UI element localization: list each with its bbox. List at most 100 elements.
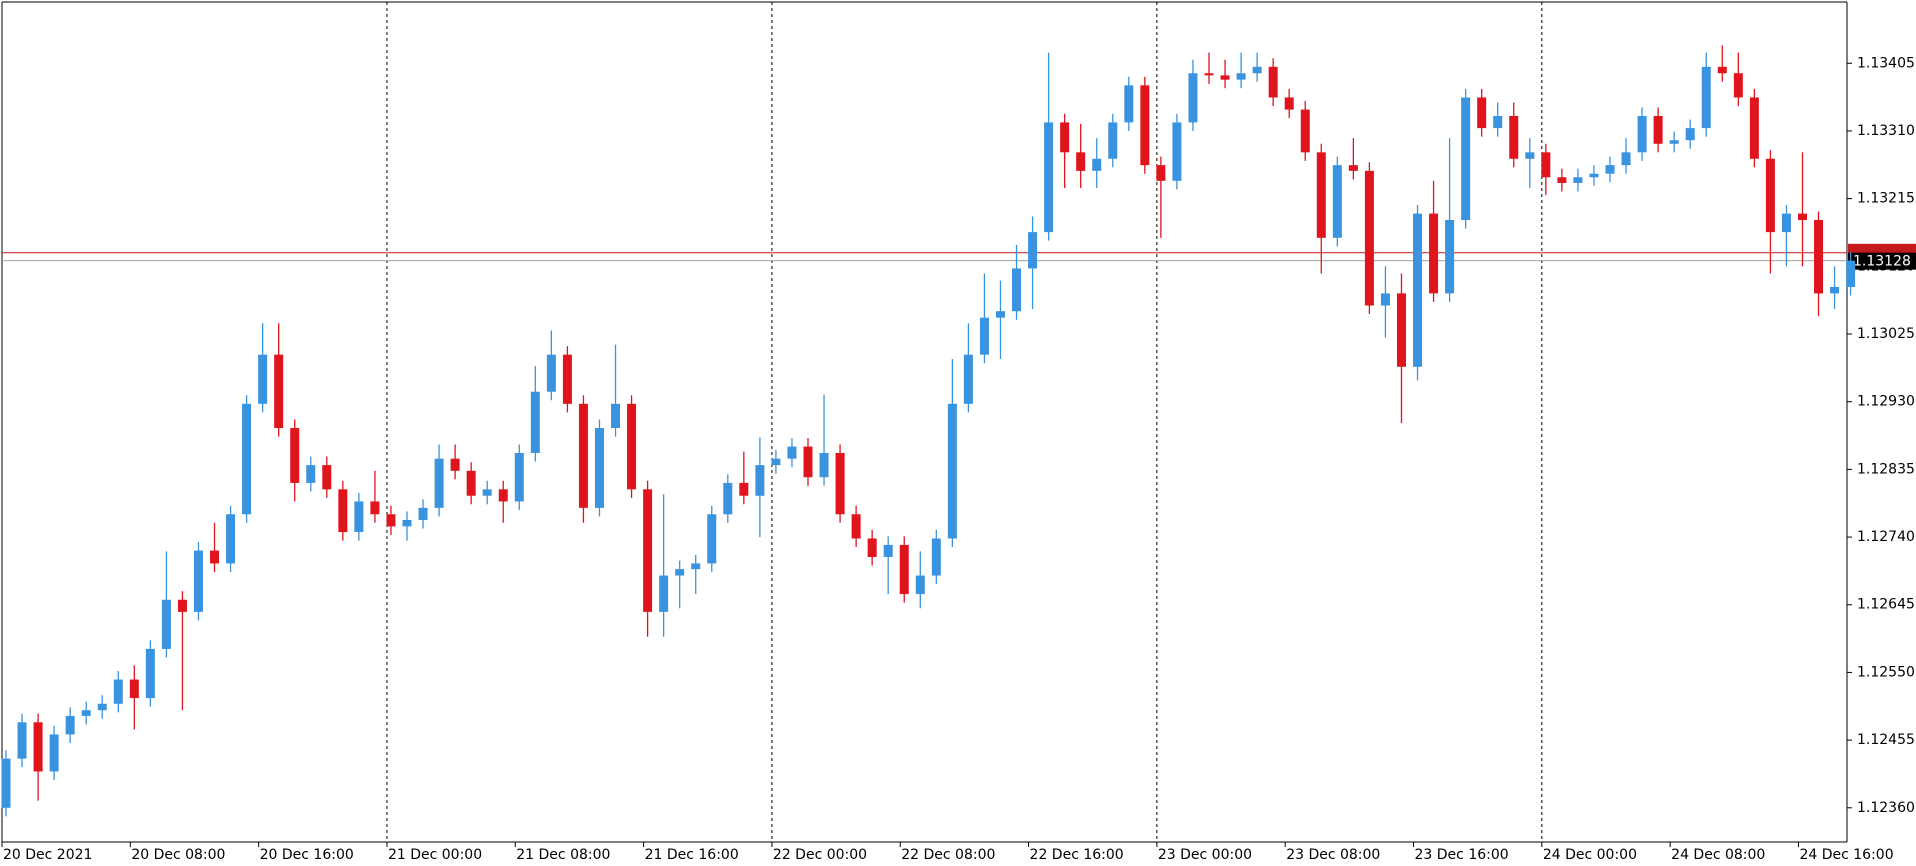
- candle-body: [193, 550, 203, 612]
- candle-body: [290, 428, 300, 483]
- candle-body: [1429, 213, 1439, 294]
- bid-label-box: [1848, 252, 1916, 270]
- candle-body: [915, 575, 925, 595]
- candle-body: [819, 452, 829, 478]
- candle-body: [33, 722, 43, 772]
- x-tick-label: 24 Dec 08:00: [1671, 847, 1765, 863]
- candle-body: [883, 544, 893, 558]
- bid-label: 1.13128: [1853, 254, 1911, 270]
- candle-body: [755, 465, 765, 496]
- candle-body: [226, 514, 236, 564]
- candle-body: [659, 575, 669, 612]
- candle-body: [1509, 115, 1519, 159]
- candle-body: [434, 458, 444, 508]
- candle-body: [899, 544, 909, 595]
- candle-body: [739, 482, 749, 496]
- candle-body: [1749, 97, 1759, 159]
- candle-body: [514, 452, 524, 502]
- candle-body: [17, 722, 27, 759]
- candle-body: [145, 648, 155, 699]
- candle-body: [129, 679, 139, 699]
- x-tick-label: 24 Dec 16:00: [1799, 847, 1893, 863]
- candle-body: [1396, 293, 1406, 367]
- candle-body: [1092, 158, 1102, 171]
- candle-body: [1493, 115, 1503, 129]
- candle-body: [771, 458, 781, 466]
- y-tick-label: 1.12360: [1857, 800, 1915, 816]
- candle-body: [931, 538, 941, 576]
- candle-body: [210, 550, 220, 564]
- candle-body: [1733, 73, 1743, 98]
- candle-body: [1781, 213, 1791, 233]
- x-tick-label: 20 Dec 2021: [3, 847, 92, 863]
- candle-body: [1589, 173, 1599, 178]
- candle-body: [1364, 170, 1374, 306]
- candle-body: [627, 403, 637, 490]
- candle-body: [274, 354, 284, 429]
- candle-body: [1284, 97, 1294, 110]
- candle-body: [851, 514, 861, 539]
- candle-body: [402, 519, 412, 527]
- candle-body: [1573, 177, 1583, 183]
- candle-body: [1621, 152, 1631, 166]
- candle-body: [530, 391, 540, 453]
- candle-body: [1477, 97, 1487, 129]
- candle-body: [723, 482, 733, 515]
- candle-body: [1316, 152, 1326, 238]
- candle-body: [1380, 293, 1390, 306]
- candle-body: [1685, 128, 1695, 141]
- candle-body: [306, 465, 316, 483]
- candle-body: [1188, 73, 1198, 123]
- candle-body: [1605, 165, 1615, 174]
- candle-body: [161, 599, 171, 649]
- candle-body: [1108, 122, 1118, 159]
- candle-body: [1637, 115, 1647, 153]
- candle-body: [1124, 85, 1134, 123]
- y-tick-label: 1.12455: [1857, 732, 1915, 748]
- x-tick-label: 23 Dec 16:00: [1415, 847, 1509, 863]
- candle-body: [803, 446, 813, 478]
- y-tick-label: 1.13405: [1857, 55, 1915, 71]
- candle-body: [322, 465, 332, 490]
- candle-body: [611, 403, 621, 429]
- candle-body: [1525, 152, 1535, 159]
- candle-body: [1814, 220, 1824, 294]
- candle-body: [1445, 220, 1455, 294]
- x-tick-label: 24 Dec 00:00: [1543, 847, 1637, 863]
- candle-body: [258, 354, 268, 404]
- candle-body: [546, 354, 556, 392]
- candle-body: [498, 489, 508, 502]
- candle-body: [675, 569, 685, 576]
- candle-body: [1461, 97, 1471, 221]
- candle-body: [1413, 213, 1423, 367]
- candle-body: [643, 489, 653, 612]
- candle-body: [947, 403, 957, 539]
- candle-body: [177, 599, 187, 612]
- x-tick-label: 22 Dec 16:00: [1030, 847, 1124, 863]
- y-tick-label: 1.12930: [1857, 394, 1915, 410]
- candle-body: [418, 507, 428, 520]
- candle-body: [1252, 66, 1262, 74]
- candle-body: [867, 538, 877, 558]
- candle-body: [979, 317, 989, 355]
- candle-body: [370, 501, 380, 515]
- candle-body: [1236, 73, 1246, 80]
- candle-body: [1156, 165, 1166, 181]
- x-tick-label: 21 Dec 16:00: [645, 847, 739, 863]
- candle-body: [1830, 286, 1840, 294]
- candle-body: [835, 452, 845, 515]
- candle-body: [1044, 122, 1054, 233]
- candle-body: [1701, 66, 1711, 129]
- candle-body: [450, 458, 460, 471]
- x-tick-label: 23 Dec 00:00: [1158, 847, 1252, 863]
- candle-body: [1204, 73, 1214, 76]
- candle-body: [1765, 158, 1775, 233]
- x-tick-label: 20 Dec 16:00: [260, 847, 354, 863]
- candle-body: [594, 428, 604, 508]
- candle-body: [1012, 268, 1022, 312]
- candle-body: [1140, 85, 1150, 166]
- y-tick-label: 1.12645: [1857, 597, 1915, 613]
- y-tick-label: 1.13025: [1857, 326, 1915, 342]
- candle-body: [1653, 115, 1663, 144]
